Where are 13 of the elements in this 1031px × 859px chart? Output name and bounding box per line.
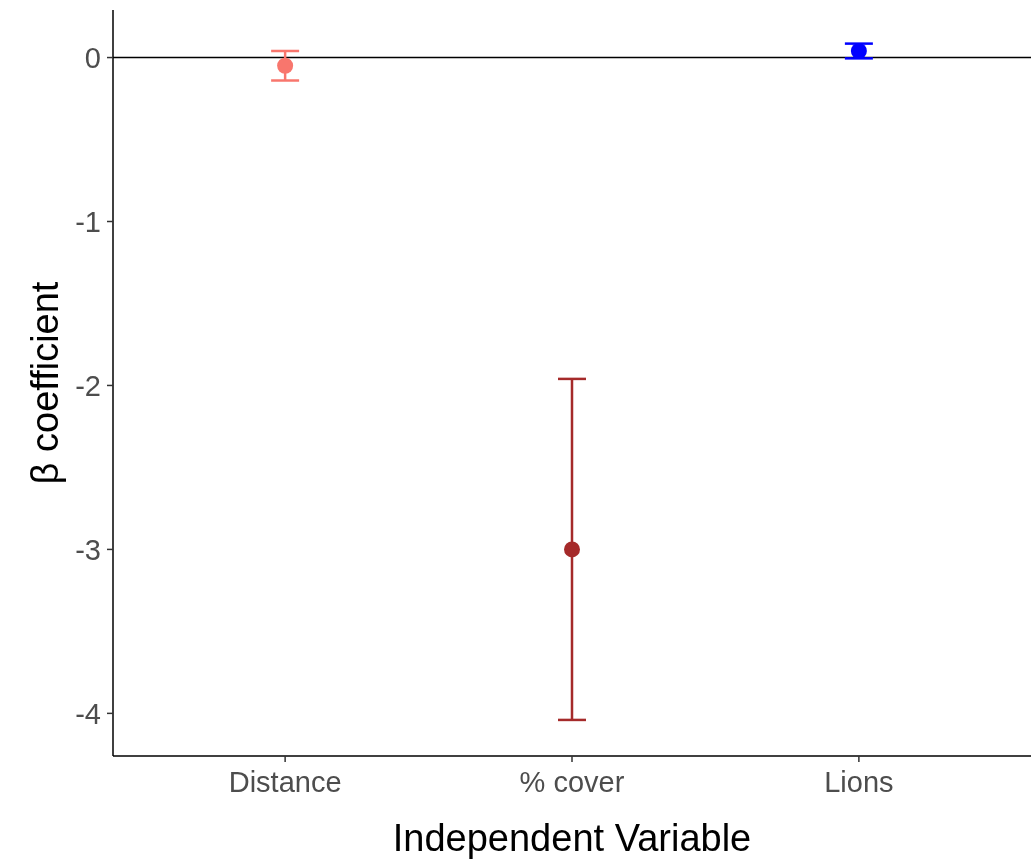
- y-tick-label: 0: [84, 41, 101, 74]
- x-tick-label: Distance: [228, 766, 342, 798]
- point: [564, 541, 580, 558]
- point: [850, 42, 867, 59]
- x-axis-title: Independent Variable: [392, 817, 752, 859]
- y-axis-title: β coefficient: [24, 281, 66, 485]
- x-tick-label: Lions: [824, 766, 894, 798]
- point: [277, 57, 294, 74]
- y-tick-label: -4: [75, 697, 101, 730]
- y-tick-label: -2: [75, 369, 101, 402]
- y-tick-label: -3: [75, 533, 101, 566]
- y-tick-label: -1: [75, 205, 101, 238]
- x-tick-label: % cover: [519, 766, 625, 798]
